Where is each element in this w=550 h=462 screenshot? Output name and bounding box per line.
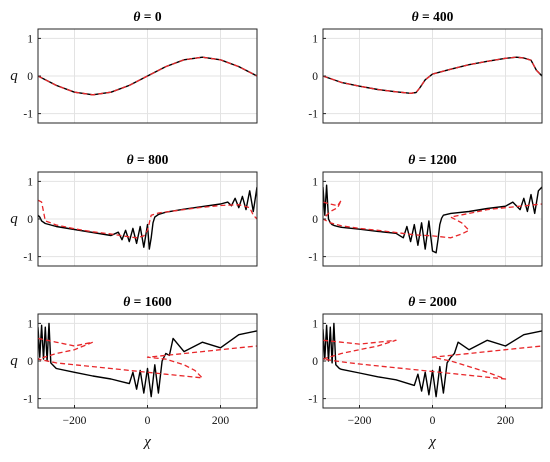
subplot-title: θ = 2000 xyxy=(408,294,457,309)
dashed-red-series xyxy=(323,339,542,380)
y-tick-label: 1 xyxy=(312,176,318,188)
title-variable: θ xyxy=(412,9,419,24)
y-axis-label: q xyxy=(10,68,18,84)
subplot-3: -1 0 1 θ = 1200 xyxy=(308,152,543,267)
y-tick-label: -1 xyxy=(23,109,33,121)
subplot-5: -1 0 1 −200 0 200 θ = 2000 χ xyxy=(308,294,543,450)
y-tick-label: 0 xyxy=(27,356,33,368)
subplot-4: -1 0 1 −200 0 200 θ = 1600 q χ xyxy=(10,294,258,450)
title-variable: θ xyxy=(127,152,134,167)
y-tick-label: 0 xyxy=(312,356,318,368)
title-value: = 2000 xyxy=(415,294,457,309)
y-axis-label: q xyxy=(10,353,18,369)
title-value: = 1200 xyxy=(415,152,457,167)
y-tick-label: -1 xyxy=(23,394,33,406)
title-variable: θ xyxy=(408,294,415,309)
title-value: = 0 xyxy=(140,9,161,24)
y-tick-label: -1 xyxy=(308,252,318,264)
subplot-2: -1 0 1 θ = 800 q xyxy=(10,152,258,267)
subplot-0: -1 0 1 θ = 0 q xyxy=(10,9,258,124)
y-tick-label: 1 xyxy=(312,33,318,45)
y-tick-label: -1 xyxy=(23,252,33,264)
title-value: = 400 xyxy=(419,9,454,24)
dashed-red-series xyxy=(38,337,257,379)
x-tick-label: −200 xyxy=(348,415,372,427)
y-tick-label: -1 xyxy=(308,109,318,121)
title-variable: θ xyxy=(123,294,130,309)
dashed-red-series xyxy=(323,56,542,94)
x-axis-label: χ xyxy=(427,434,436,450)
dashed-red-series xyxy=(323,199,542,239)
solid-black-series xyxy=(38,322,257,398)
x-tick-label: 200 xyxy=(497,415,515,427)
title-variable: θ xyxy=(408,152,415,167)
y-axis-label: q xyxy=(10,211,18,227)
title-value: = 1600 xyxy=(130,294,172,309)
subplot-1: -1 0 1 θ = 400 xyxy=(308,9,543,124)
x-axis-label: χ xyxy=(142,434,151,450)
x-tick-label: 0 xyxy=(430,415,436,427)
x-tick-label: 0 xyxy=(145,415,151,427)
subplot-title: θ = 400 xyxy=(412,9,454,24)
title-variable: θ xyxy=(133,9,140,24)
y-tick-label: 0 xyxy=(27,214,33,226)
y-tick-label: 0 xyxy=(312,214,318,226)
subplot-title: θ = 1600 xyxy=(123,294,172,309)
x-tick-label: 200 xyxy=(212,415,230,427)
title-value: = 800 xyxy=(134,152,169,167)
y-tick-label: -1 xyxy=(308,394,318,406)
subplot-title: θ = 0 xyxy=(133,9,161,24)
y-tick-label: 1 xyxy=(27,176,33,188)
dashed-red-series xyxy=(38,199,257,239)
y-tick-label: 1 xyxy=(312,318,318,330)
subplot-title: θ = 800 xyxy=(127,152,169,167)
subplot-title: θ = 1200 xyxy=(408,152,457,167)
y-tick-label: 0 xyxy=(27,71,33,83)
y-tick-label: 0 xyxy=(312,71,318,83)
dashed-red-series xyxy=(38,56,257,96)
y-tick-label: 1 xyxy=(27,33,33,45)
y-tick-label: 1 xyxy=(27,318,33,330)
solid-black-series xyxy=(38,186,257,250)
x-tick-label: −200 xyxy=(63,415,87,427)
